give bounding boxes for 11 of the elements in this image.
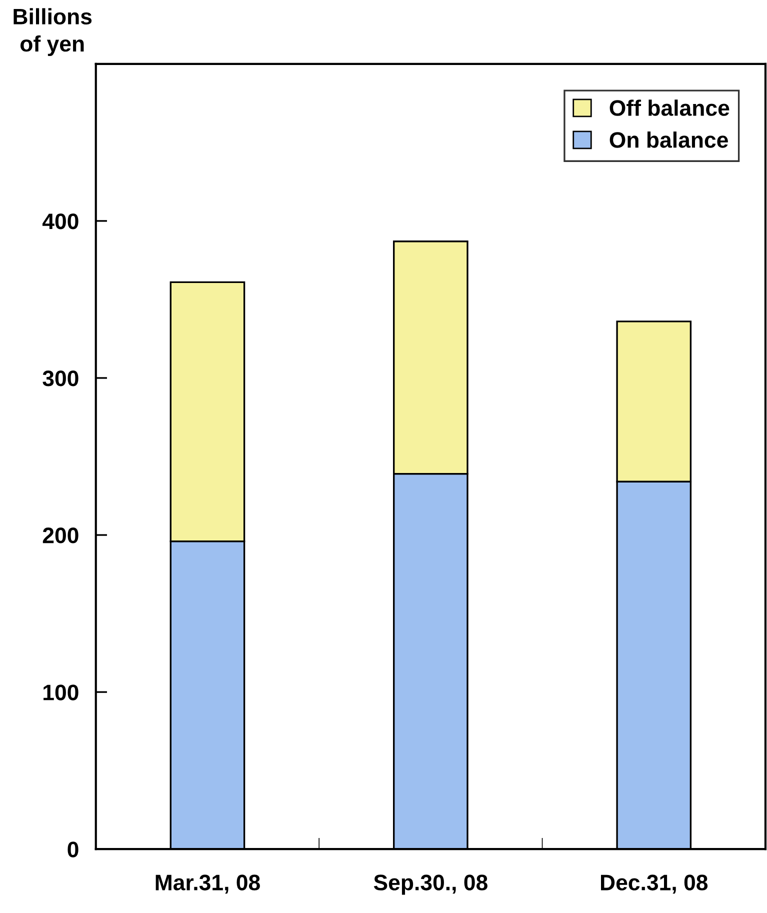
legend-label: Off balance xyxy=(610,100,730,116)
x-tick-label: Dec.31, 08 xyxy=(600,874,708,894)
y-axis-title: Billions of yen xyxy=(14,8,92,56)
y-tick-label: 100 xyxy=(44,684,78,700)
y-tick-label: 0 xyxy=(68,842,78,858)
x-tick-label: Sep.30., 08 xyxy=(374,874,488,895)
x-tick-label: Mar.31, 08 xyxy=(156,874,260,894)
y-tick-label: 400 xyxy=(42,213,78,230)
y-tick-label: 300 xyxy=(42,370,78,386)
legend-label: On balance xyxy=(610,132,728,148)
y-tick-label: 200 xyxy=(42,528,78,544)
